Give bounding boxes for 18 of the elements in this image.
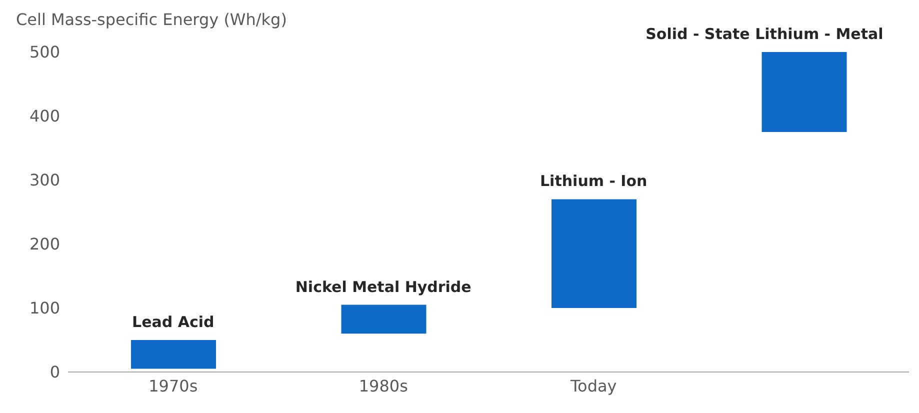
x-tick-label: 1980s bbox=[358, 376, 408, 396]
y-tick-label: 500 bbox=[29, 42, 60, 62]
y-tick-label: 400 bbox=[29, 106, 60, 126]
y-tick-label: 100 bbox=[29, 298, 60, 318]
y-axis-title: Cell Mass-specific Energy (Wh/kg) bbox=[16, 10, 287, 29]
bar bbox=[552, 199, 636, 308]
y-tick-label: 300 bbox=[29, 170, 60, 190]
annotation: Lead Acid bbox=[132, 313, 214, 331]
bar bbox=[762, 52, 847, 132]
annotation: Lithium - Ion bbox=[540, 172, 648, 190]
y-tick-label: 200 bbox=[29, 234, 60, 254]
bar bbox=[131, 340, 216, 369]
x-tick-label: Today bbox=[569, 376, 617, 396]
bar bbox=[341, 304, 426, 334]
annotation: Solid - State Lithium - Metal bbox=[646, 25, 884, 43]
y-tick-label: 0 bbox=[50, 362, 60, 382]
x-tick-label: 1970s bbox=[148, 376, 198, 396]
annotation: Nickel Metal Hydride bbox=[295, 278, 472, 296]
